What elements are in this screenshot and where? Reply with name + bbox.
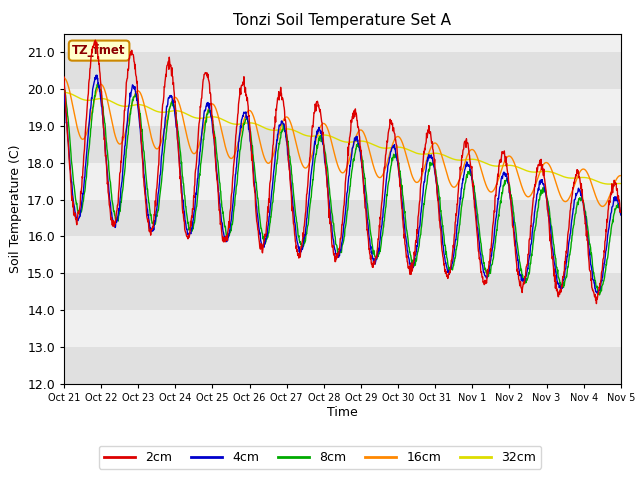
X-axis label: Time: Time bbox=[327, 406, 358, 419]
Text: TZ_fmet: TZ_fmet bbox=[72, 44, 126, 57]
Bar bbox=[64, 15, 621, 52]
Bar bbox=[64, 126, 621, 163]
Bar bbox=[64, 347, 621, 384]
Bar bbox=[64, 200, 621, 237]
Title: Tonzi Soil Temperature Set A: Tonzi Soil Temperature Set A bbox=[234, 13, 451, 28]
Bar bbox=[64, 89, 621, 126]
Bar bbox=[64, 52, 621, 89]
Y-axis label: Soil Temperature (C): Soil Temperature (C) bbox=[8, 144, 22, 273]
Bar bbox=[64, 273, 621, 310]
Bar bbox=[64, 237, 621, 273]
Bar bbox=[64, 163, 621, 200]
Legend: 2cm, 4cm, 8cm, 16cm, 32cm: 2cm, 4cm, 8cm, 16cm, 32cm bbox=[99, 446, 541, 469]
Bar bbox=[64, 310, 621, 347]
